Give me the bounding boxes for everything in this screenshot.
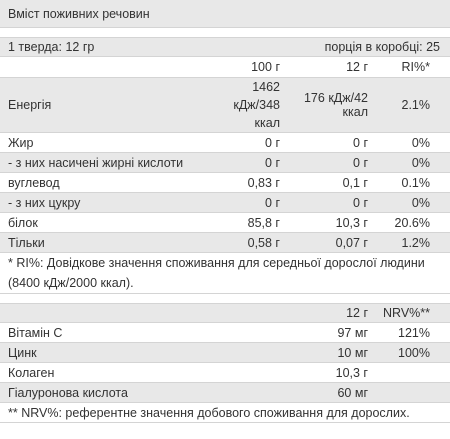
nutrient-value: 0.1% xyxy=(401,175,431,190)
footnote: ** NRV%: референтне значення добового сп… xyxy=(8,405,410,420)
footnote-row: * RI%: Довідкове значення споживання для… xyxy=(0,253,450,294)
vitamin-value: 100% xyxy=(398,345,430,360)
vitamin-value: 121% xyxy=(398,325,430,340)
nutrient-name: - з них цукру xyxy=(8,195,81,210)
serving-row: 1 тверда: 12 гр порція в коробці: 25 xyxy=(0,38,450,57)
vitamin-value: 10 мг xyxy=(337,345,368,360)
portion: 1 тверда: 12 гр xyxy=(8,40,95,54)
nutrient-value: 0,07 г xyxy=(335,235,368,250)
nutrient-value: 20.6% xyxy=(394,215,430,230)
nutrient-row: Тільки 0,58 г 0,07 г 1.2% xyxy=(0,233,450,253)
column-header: 12 г xyxy=(346,60,368,74)
vitamin-value: 97 мг xyxy=(337,325,368,340)
nutrient-value: 0,1 г xyxy=(342,175,368,190)
title-row: Вміст поживних речовин xyxy=(0,0,450,28)
nutrient-value: 0% xyxy=(411,195,430,210)
nutrient-value: 176 кДж/42 ккал xyxy=(303,91,368,119)
column-header: 100 г xyxy=(251,60,280,74)
vitamin-name: Гіалуронова кислота xyxy=(8,385,128,400)
nutrient-value: 85,8 г xyxy=(247,215,280,230)
column-header: 12 г xyxy=(346,306,368,320)
nutrient-value: 0 г xyxy=(265,195,280,210)
nutrient-value: 0,58 г xyxy=(247,235,280,250)
nutrient-value: 0% xyxy=(411,135,430,150)
nutrient-name: Жир xyxy=(8,135,34,150)
vitamin-name: Колаген xyxy=(8,365,55,380)
nutrient-value: 1462 кДж/348 ккал xyxy=(233,80,280,130)
vitamin-row: Цинк 10 мг 100% xyxy=(0,343,450,363)
nutrient-row: - з них насичені жирні кислоти 0 г 0 г 0% xyxy=(0,153,450,173)
nutrient-value: 0 г xyxy=(353,135,368,150)
nutrient-name: білок xyxy=(8,215,38,230)
nutrient-row: Енергія 1462 кДж/348 ккал 176 кДж/42 ккал 2… xyxy=(0,78,450,133)
nutrient-row: - з них цукру 0 г 0 г 0% xyxy=(0,193,450,213)
column-header: NRV%** xyxy=(382,306,430,320)
nutrient-value: 1.2% xyxy=(401,235,431,250)
nutrient-name: - з них насичені жирні кислоти xyxy=(8,155,184,170)
nutrient-row: вуглевод 0,83 г 0,1 г 0.1% xyxy=(0,173,450,193)
nutrient-value: 2.1% xyxy=(401,98,431,112)
nutrient-name: Енергія xyxy=(8,98,52,112)
nutrient-value: 0,83 г xyxy=(247,175,280,190)
nutrient-name: Тільки xyxy=(8,235,45,250)
nutrient-value: 10,3 г xyxy=(335,215,368,230)
vitamin-value: 10,3 г xyxy=(335,365,368,380)
header-row: 100 г 12 г RI%* xyxy=(0,57,450,78)
vitamin-name: Цинк xyxy=(8,345,37,360)
nutrient-row: білок 85,8 г 10,3 г 20.6% xyxy=(0,213,450,233)
nutrient-value: 0 г xyxy=(265,135,280,150)
spacer xyxy=(0,28,450,38)
per-box: порція в коробці: 25 xyxy=(324,40,440,54)
spacer xyxy=(0,294,450,304)
nutrient-value: 0% xyxy=(411,155,430,170)
nutrient-value: 0 г xyxy=(353,195,368,210)
vitamin-row: Вітамін C 97 мг 121% xyxy=(0,323,450,343)
nutrient-name: вуглевод xyxy=(8,175,60,190)
nutrient-value: 0 г xyxy=(265,155,280,170)
nutrition-document: Вміст поживних речовин 1 тверда: 12 гр пор… xyxy=(0,0,450,423)
column-header: RI%* xyxy=(401,60,430,74)
vitamin-value: 60 мг xyxy=(337,385,368,400)
nutrient-value: 0 г xyxy=(353,155,368,170)
title: Вміст поживних речовин xyxy=(8,6,150,21)
footnote: * RI%: Довідкове значення споживання для… xyxy=(8,256,425,290)
footnote-row: ** NRV%: референтне значення добового сп… xyxy=(0,403,450,423)
header-row: 12 г NRV%** xyxy=(0,304,450,323)
vitamin-name: Вітамін C xyxy=(8,325,63,340)
vitamin-row: Гіалуронова кислота 60 мг xyxy=(0,383,450,403)
vitamin-row: Колаген 10,3 г xyxy=(0,363,450,383)
nutrient-row: Жир 0 г 0 г 0% xyxy=(0,133,450,153)
